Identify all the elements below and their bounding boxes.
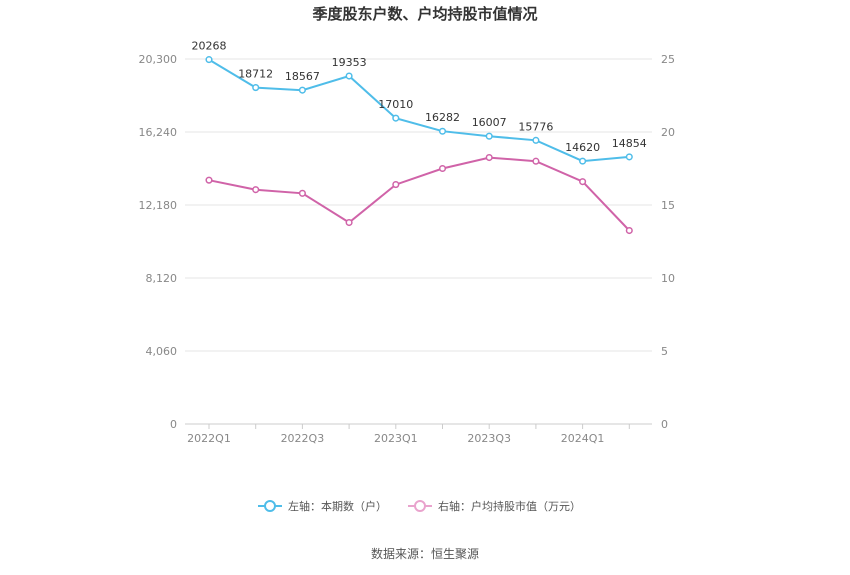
data-label: 20268 xyxy=(192,40,227,53)
data-point-right[interactable] xyxy=(392,181,400,189)
source-note: 数据来源：恒生聚源 xyxy=(371,546,479,561)
series-layer: 20268 18712 18567 19353 17010 16282 16007 15776… xyxy=(192,40,647,235)
axes: 0 0 4,060 5 8,120 10 12,180 15 16,240 20 20,300 25 2… xyxy=(139,53,676,445)
chart-title: 季度股东户数、户均持股市值情况 xyxy=(312,5,537,23)
data-label: 16007 xyxy=(472,116,507,129)
left-tick-label: 0 xyxy=(170,418,177,431)
data-label: 14854 xyxy=(612,137,647,150)
legend[interactable]: 左轴：本期数（户） 右轴：户均持股市值（万元） xyxy=(258,499,581,513)
data-point-left[interactable] xyxy=(579,157,587,165)
x-tick-label: 2023Q3 xyxy=(467,432,511,445)
data-point-left[interactable] xyxy=(205,56,213,64)
legend-item-right[interactable]: 右轴：户均持股市值（万元） xyxy=(408,499,581,513)
data-point-left[interactable] xyxy=(532,136,540,144)
data-label: 18567 xyxy=(285,70,320,83)
right-tick-label: 25 xyxy=(661,53,675,66)
data-point-left[interactable] xyxy=(485,132,493,140)
data-label: 16282 xyxy=(425,111,460,124)
left-tick-label: 4,060 xyxy=(146,345,178,358)
legend-item-left[interactable]: 左轴：本期数（户） xyxy=(258,499,387,513)
data-point-left[interactable] xyxy=(252,84,260,92)
legend-label-right: 右轴：户均持股市值（万元） xyxy=(438,499,581,513)
data-label: 15776 xyxy=(518,120,553,133)
data-point-right[interactable] xyxy=(532,157,540,165)
data-point-right[interactable] xyxy=(485,154,493,162)
x-tick-label: 2022Q3 xyxy=(281,432,325,445)
data-label: 18712 xyxy=(238,68,273,81)
left-tick-label: 8,120 xyxy=(146,272,178,285)
data-point-right[interactable] xyxy=(345,218,353,227)
data-label: 14620 xyxy=(565,141,600,154)
left-tick-label: 12,180 xyxy=(139,199,178,212)
series-line-right xyxy=(208,156,631,232)
x-tick-label: 2022Q1 xyxy=(187,432,231,445)
x-tick-label: 2023Q1 xyxy=(374,432,418,445)
legend-label-left: 左轴：本期数（户） xyxy=(288,499,387,513)
right-tick-label: 15 xyxy=(661,199,675,212)
data-point-left[interactable] xyxy=(298,86,306,94)
left-tick-label: 20,300 xyxy=(139,53,178,66)
left-tick-label: 16,240 xyxy=(139,126,178,139)
data-label: 19353 xyxy=(332,56,367,69)
right-tick-label: 20 xyxy=(661,126,675,139)
grid xyxy=(185,58,652,352)
data-point-left[interactable] xyxy=(438,127,447,135)
data-point-right[interactable] xyxy=(579,178,587,186)
data-point-left[interactable] xyxy=(625,153,633,161)
right-tick-label: 5 xyxy=(661,345,668,358)
data-point-right[interactable] xyxy=(438,164,447,173)
data-point-left[interactable] xyxy=(392,114,400,122)
data-point-right[interactable] xyxy=(625,227,633,235)
data-point-left[interactable] xyxy=(345,72,353,80)
right-tick-label: 0 xyxy=(661,418,668,431)
data-point-right[interactable] xyxy=(205,176,213,184)
data-point-right[interactable] xyxy=(252,186,260,194)
right-tick-label: 10 xyxy=(661,272,675,285)
x-tick-label: 2024Q1 xyxy=(561,432,605,445)
data-label: 17010 xyxy=(378,98,413,111)
series-line-left xyxy=(208,58,630,163)
data-point-right[interactable] xyxy=(298,189,306,197)
